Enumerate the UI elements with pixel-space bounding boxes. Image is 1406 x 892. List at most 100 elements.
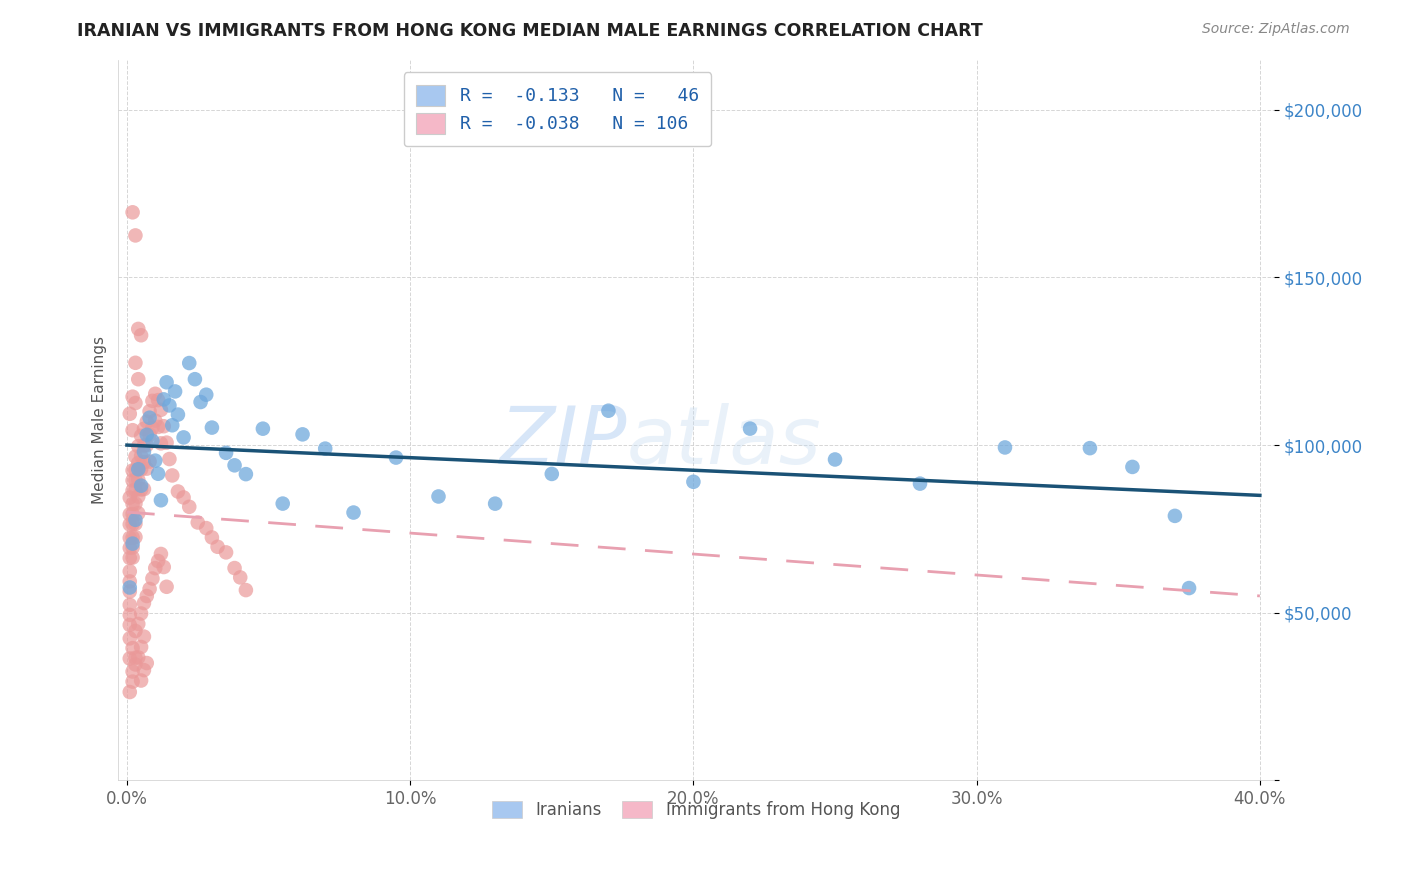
Point <box>141 420 163 434</box>
Point <box>118 632 141 646</box>
Point <box>229 570 252 584</box>
Point <box>179 500 201 514</box>
Point <box>135 589 157 603</box>
Point <box>124 657 146 672</box>
Y-axis label: Median Male Earnings: Median Male Earnings <box>93 336 107 504</box>
Point <box>118 407 141 421</box>
Text: Source: ZipAtlas.com: Source: ZipAtlas.com <box>1202 22 1350 37</box>
Text: IRANIAN VS IMMIGRANTS FROM HONG KONG MEDIAN MALE EARNINGS CORRELATION CHART: IRANIAN VS IMMIGRANTS FROM HONG KONG MED… <box>77 22 983 40</box>
Point <box>132 663 155 677</box>
Point <box>143 386 166 401</box>
Point <box>124 497 146 511</box>
Point <box>152 560 174 574</box>
Point <box>162 468 184 483</box>
Point <box>143 453 166 467</box>
Point <box>1178 581 1201 595</box>
Point <box>207 540 229 554</box>
Point <box>121 674 143 689</box>
Point <box>235 467 257 482</box>
Point <box>121 541 143 555</box>
Legend: Iranians, Immigrants from Hong Kong: Iranians, Immigrants from Hong Kong <box>486 795 907 826</box>
Point <box>124 516 146 531</box>
Point <box>149 402 172 417</box>
Point <box>121 483 143 498</box>
Point <box>314 442 336 456</box>
Point <box>271 497 294 511</box>
Point <box>132 482 155 496</box>
Point <box>138 410 160 425</box>
Point <box>738 422 761 436</box>
Point <box>124 356 146 370</box>
Point <box>195 387 218 401</box>
Point <box>682 475 704 489</box>
Point <box>190 395 212 409</box>
Point <box>127 462 149 476</box>
Point <box>141 572 163 586</box>
Point <box>129 449 152 463</box>
Point <box>1121 459 1143 474</box>
Point <box>127 650 149 665</box>
Point <box>132 596 155 610</box>
Point <box>118 584 141 599</box>
Point <box>1164 508 1187 523</box>
Point <box>146 393 169 408</box>
Point <box>155 376 177 390</box>
Point <box>118 618 141 632</box>
Point <box>141 393 163 408</box>
Point <box>129 478 152 492</box>
Point <box>135 427 157 442</box>
Point <box>124 396 146 410</box>
Point <box>908 476 931 491</box>
Point <box>195 521 218 535</box>
Point <box>129 640 152 654</box>
Point <box>121 423 143 437</box>
Point <box>118 491 141 505</box>
Text: atlas: atlas <box>627 402 821 481</box>
Point <box>129 328 152 343</box>
Point <box>598 403 620 417</box>
Point <box>138 404 160 418</box>
Point <box>201 531 224 545</box>
Point <box>121 665 143 679</box>
Point <box>118 508 141 522</box>
Point <box>118 531 141 545</box>
Point <box>385 450 408 465</box>
Point <box>124 624 146 638</box>
Point <box>121 507 143 521</box>
Point <box>118 574 141 589</box>
Point <box>129 429 152 443</box>
Point <box>127 372 149 386</box>
Point <box>484 497 506 511</box>
Point <box>129 483 152 497</box>
Point <box>173 491 195 505</box>
Point <box>291 427 314 442</box>
Point <box>124 228 146 243</box>
Point <box>121 531 143 545</box>
Point <box>121 463 143 477</box>
Point <box>118 517 141 532</box>
Point <box>121 550 143 565</box>
Point <box>1078 441 1101 455</box>
Point <box>132 445 155 459</box>
Point <box>165 384 187 399</box>
Point <box>138 454 160 468</box>
Point <box>121 517 143 532</box>
Point <box>167 408 190 422</box>
Point <box>427 490 450 504</box>
Point <box>124 473 146 487</box>
Point <box>121 536 143 550</box>
Point <box>135 656 157 670</box>
Point <box>118 550 141 565</box>
Point <box>146 554 169 568</box>
Point <box>201 420 224 434</box>
Point <box>132 455 155 469</box>
Point <box>124 450 146 464</box>
Point <box>252 422 274 436</box>
Point <box>155 580 177 594</box>
Point <box>149 493 172 508</box>
Point <box>152 392 174 407</box>
Point <box>146 420 169 434</box>
Point <box>121 205 143 219</box>
Point <box>167 484 190 499</box>
Point <box>224 561 246 575</box>
